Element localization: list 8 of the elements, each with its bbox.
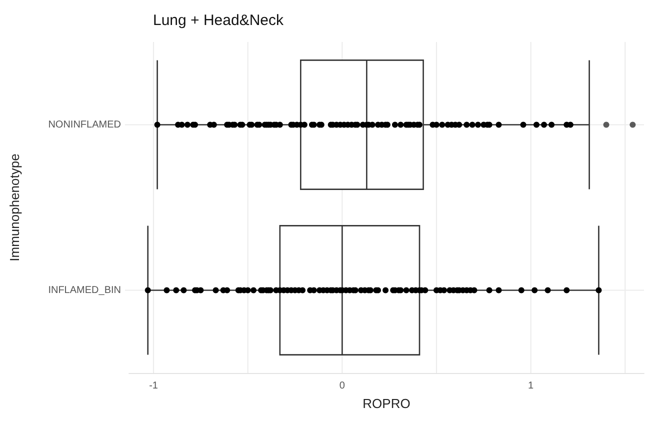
x-axis-title: ROPRO bbox=[362, 396, 410, 411]
x-tick-label: 0 bbox=[339, 380, 346, 392]
x-tick-label: 1 bbox=[528, 380, 534, 392]
chart-title: Lung + Head&Neck bbox=[153, 12, 284, 29]
x-tick-label: -1 bbox=[149, 380, 158, 392]
y-axis-title: Immunophenotype bbox=[7, 154, 22, 262]
y-tick-label: INFLAMED_BIN bbox=[48, 284, 121, 296]
y-tick-label: NONINFLAMED bbox=[48, 119, 121, 130]
